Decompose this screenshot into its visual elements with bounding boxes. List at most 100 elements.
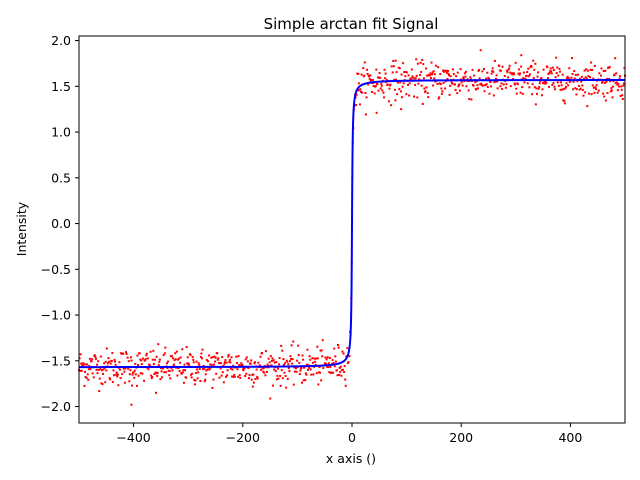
scatter-point bbox=[169, 377, 172, 380]
scatter-point bbox=[396, 93, 399, 96]
scatter-point bbox=[217, 362, 220, 365]
scatter-point bbox=[492, 94, 495, 97]
scatter-point bbox=[267, 357, 270, 360]
scatter-point bbox=[384, 77, 387, 80]
scatter-point bbox=[282, 358, 285, 361]
scatter-point bbox=[190, 376, 193, 379]
scatter-point bbox=[513, 73, 516, 76]
scatter-point bbox=[157, 364, 160, 367]
scatter-point bbox=[513, 82, 516, 85]
scatter-point bbox=[199, 355, 202, 358]
scatter-point bbox=[546, 66, 549, 69]
scatter-point bbox=[590, 61, 593, 64]
scatter-point bbox=[242, 369, 245, 372]
scatter-point bbox=[87, 368, 90, 371]
scatter-point bbox=[261, 352, 264, 355]
scatter-point bbox=[229, 367, 232, 370]
scatter-point bbox=[443, 70, 446, 73]
scatter-point bbox=[203, 367, 206, 370]
scatter-point bbox=[419, 61, 422, 64]
scatter-point bbox=[399, 81, 402, 84]
scatter-point bbox=[206, 368, 209, 371]
scatter-point bbox=[508, 64, 511, 67]
scatter-point bbox=[137, 364, 140, 367]
scatter-point bbox=[450, 81, 453, 84]
scatter-point bbox=[94, 357, 97, 360]
scatter-point bbox=[422, 63, 425, 66]
scatter-point bbox=[556, 81, 559, 84]
x-tick-label: 200 bbox=[449, 430, 473, 445]
scatter-point bbox=[90, 360, 93, 363]
scatter-point bbox=[83, 384, 86, 387]
scatter-point bbox=[239, 377, 242, 380]
scatter-point bbox=[540, 77, 543, 80]
scatter-point bbox=[501, 65, 504, 68]
scatter-point bbox=[611, 96, 614, 99]
scatter-point bbox=[410, 77, 413, 80]
scatter-point bbox=[472, 84, 475, 87]
scatter-point bbox=[579, 77, 582, 80]
scatter-point bbox=[145, 352, 148, 355]
scatter-point bbox=[589, 76, 592, 79]
scatter-point bbox=[536, 92, 539, 95]
scatter-point bbox=[346, 362, 349, 365]
scatter-point bbox=[559, 88, 562, 91]
scatter-point bbox=[79, 353, 82, 356]
scatter-point bbox=[338, 373, 341, 376]
scatter-point bbox=[380, 84, 383, 87]
scatter-point bbox=[153, 373, 156, 376]
scatter-point bbox=[535, 87, 538, 90]
scatter-point bbox=[284, 374, 287, 377]
scatter-point bbox=[292, 383, 295, 386]
scatter-point bbox=[273, 368, 276, 371]
scatter-point bbox=[374, 85, 377, 88]
scatter-point bbox=[291, 358, 294, 361]
scatter-point bbox=[127, 360, 130, 363]
fit-line bbox=[79, 79, 625, 369]
scatter-point bbox=[393, 78, 396, 81]
scatter-point bbox=[503, 74, 506, 77]
scatter-point bbox=[426, 74, 429, 77]
scatter-point bbox=[179, 361, 182, 364]
scatter-point bbox=[342, 352, 345, 355]
scatter-point bbox=[271, 357, 274, 360]
scatter-point bbox=[552, 82, 555, 85]
scatter-point bbox=[320, 379, 323, 382]
scatter-point bbox=[593, 64, 596, 67]
scatter-point bbox=[383, 68, 386, 71]
scatter-point bbox=[151, 375, 154, 378]
scatter-point bbox=[344, 384, 347, 387]
scatter-point bbox=[461, 84, 464, 87]
scatter-point bbox=[275, 361, 278, 364]
scatter-point bbox=[573, 77, 576, 80]
scatter-point bbox=[101, 383, 104, 386]
scatter-point bbox=[135, 384, 138, 387]
scatter-point bbox=[548, 71, 551, 74]
scatter-point bbox=[500, 82, 503, 85]
scatter-point bbox=[237, 375, 240, 378]
scatter-point bbox=[410, 68, 413, 71]
scatter-point bbox=[321, 339, 324, 342]
scatter-point bbox=[478, 77, 481, 80]
chart-title: Simple arctan fit Signal bbox=[264, 15, 439, 33]
scatter-point bbox=[201, 348, 204, 351]
scatter-point bbox=[621, 94, 624, 97]
scatter-point bbox=[306, 348, 309, 351]
scatter-point bbox=[548, 85, 551, 88]
scatter-point bbox=[522, 71, 525, 74]
scatter-point bbox=[591, 69, 594, 71]
scatter-point bbox=[302, 358, 305, 361]
scatter-point bbox=[280, 369, 283, 372]
scatter-point bbox=[561, 88, 564, 91]
scatter-point bbox=[486, 85, 489, 88]
scatter-point bbox=[163, 371, 166, 374]
scatter-point bbox=[129, 369, 132, 372]
scatter-point bbox=[178, 357, 181, 360]
scatter-point bbox=[395, 71, 398, 74]
scatter-point bbox=[323, 362, 326, 365]
scatter-point bbox=[439, 83, 442, 86]
scatter-point bbox=[287, 363, 290, 366]
scatter-point bbox=[542, 68, 545, 71]
scatter-point bbox=[132, 371, 135, 374]
scatter-point bbox=[460, 81, 463, 84]
